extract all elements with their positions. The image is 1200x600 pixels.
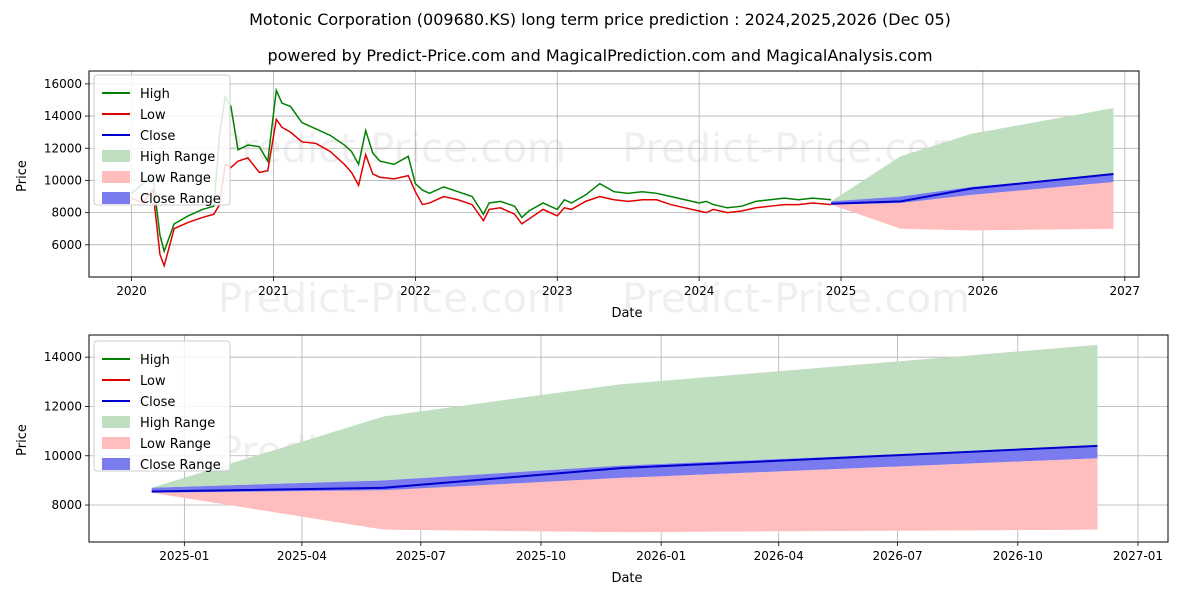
bottom-legend-close-range-swatch <box>102 458 130 470</box>
top-legend-low-range-label: Low Range <box>140 171 211 186</box>
bottom-legend-close-range-label: Close Range <box>140 458 221 473</box>
top-x-axis-label: Date <box>611 306 642 321</box>
bottom-y-tick-label: 12000 <box>44 399 82 413</box>
bottom-y-tick-label: 10000 <box>44 449 82 463</box>
top-y-tick-label: 14000 <box>44 109 82 123</box>
top-legend-low-range-swatch <box>102 171 130 183</box>
top-x-tick-label: 2022 <box>400 284 431 298</box>
bottom-legend-high-range-swatch <box>102 416 130 428</box>
top-y-tick-label: 10000 <box>44 173 82 187</box>
bottom-legend-high-range-label: High Range <box>140 416 215 431</box>
top-legend: High Low Close High Range Low Range Close Ran… <box>93 74 231 207</box>
watermark-bottom-left: Predict-Price.com <box>218 276 566 322</box>
bottom-x-tick-label: 2027-01 <box>1113 549 1163 563</box>
top-series <box>131 87 1114 269</box>
bottom-close-line <box>151 444 1098 493</box>
bottom-x-tick-label: 2026-01 <box>636 549 686 563</box>
watermark-bottom-right: Predict-Price.com <box>622 276 970 322</box>
top-legend-close-label: Close <box>140 129 175 144</box>
bottom-x-axis-label: Date <box>611 571 642 586</box>
chart-subtitle: powered by Predict-Price.com and Magical… <box>267 46 932 65</box>
bottom-x-tick-label: 2025-01 <box>159 549 209 563</box>
top-y-axis-label: Price <box>15 160 30 192</box>
top-legend-close-range-swatch <box>102 192 130 204</box>
bottom-x-tick-label: 2026-04 <box>754 549 804 563</box>
top-y-tick-label: 6000 <box>51 238 82 252</box>
bottom-high-range-area <box>151 344 1098 488</box>
bottom-x-tick-label: 2026-10 <box>993 549 1043 563</box>
top-x-tick-label: 2021 <box>258 284 289 298</box>
bottom-plot-frame <box>88 334 1169 543</box>
bottom-ticks: 2025-01 2025-04 2025-07 2025-10 2026-01 2026-… <box>44 350 1163 563</box>
bottom-y-axis-label: Price <box>15 424 30 456</box>
top-legend-high-range-label: High Range <box>140 150 215 165</box>
top-legend-close-range-label: Close Range <box>140 192 221 207</box>
bottom-y-tick-label: 14000 <box>44 350 82 364</box>
bottom-legend-low-range-swatch <box>102 437 130 449</box>
top-x-tick-label: 2020 <box>116 284 147 298</box>
top-plot-frame <box>88 70 1140 278</box>
top-close-line <box>831 173 1114 205</box>
top-y-tick-label: 16000 <box>44 77 82 91</box>
top-high-range-area <box>831 108 1114 202</box>
top-chart: Predict-Price.com Predict-Price.com Pred… <box>15 70 1140 322</box>
bottom-chart: Predict-Price.com Predict-Price.com 2025… <box>15 334 1169 586</box>
top-x-tick-label: 2026 <box>968 284 999 298</box>
top-y-tick-label: 12000 <box>44 141 82 155</box>
top-legend-high-label: High <box>140 87 170 102</box>
chart-title: Motonic Corporation (009680.KS) long ter… <box>249 10 951 29</box>
top-y-tick-label: 8000 <box>51 206 82 220</box>
top-low-range-area <box>831 182 1114 231</box>
top-x-tick-label: 2024 <box>684 284 715 298</box>
bottom-legend-low-label: Low <box>140 374 166 389</box>
top-legend-high-range-swatch <box>102 150 130 162</box>
top-legend-low-label: Low <box>140 108 166 123</box>
top-x-tick-label: 2025 <box>826 284 857 298</box>
bottom-legend: High Low Close High Range Low Range Close Ran… <box>93 340 231 473</box>
bottom-x-tick-label: 2025-07 <box>396 549 446 563</box>
top-x-tick-label: 2027 <box>1110 284 1141 298</box>
bottom-legend-high-label: High <box>140 353 170 368</box>
bottom-legend-low-range-label: Low Range <box>140 437 211 452</box>
top-ticks: 2020 2021 2022 2023 2024 2025 2026 2027 6000 8000… <box>44 77 1140 298</box>
top-x-tick-label: 2023 <box>542 284 573 298</box>
bottom-y-tick-label: 8000 <box>51 498 82 512</box>
watermark-top-left: Predict-Price.com <box>218 126 566 172</box>
bottom-x-tick-label: 2026-07 <box>873 549 923 563</box>
bottom-x-tick-label: 2025-10 <box>516 549 566 563</box>
bottom-x-tick-label: 2025-04 <box>277 549 327 563</box>
bottom-low-range-area <box>151 458 1098 533</box>
bottom-legend-close-label: Close <box>140 395 175 410</box>
bottom-series <box>151 344 1098 533</box>
